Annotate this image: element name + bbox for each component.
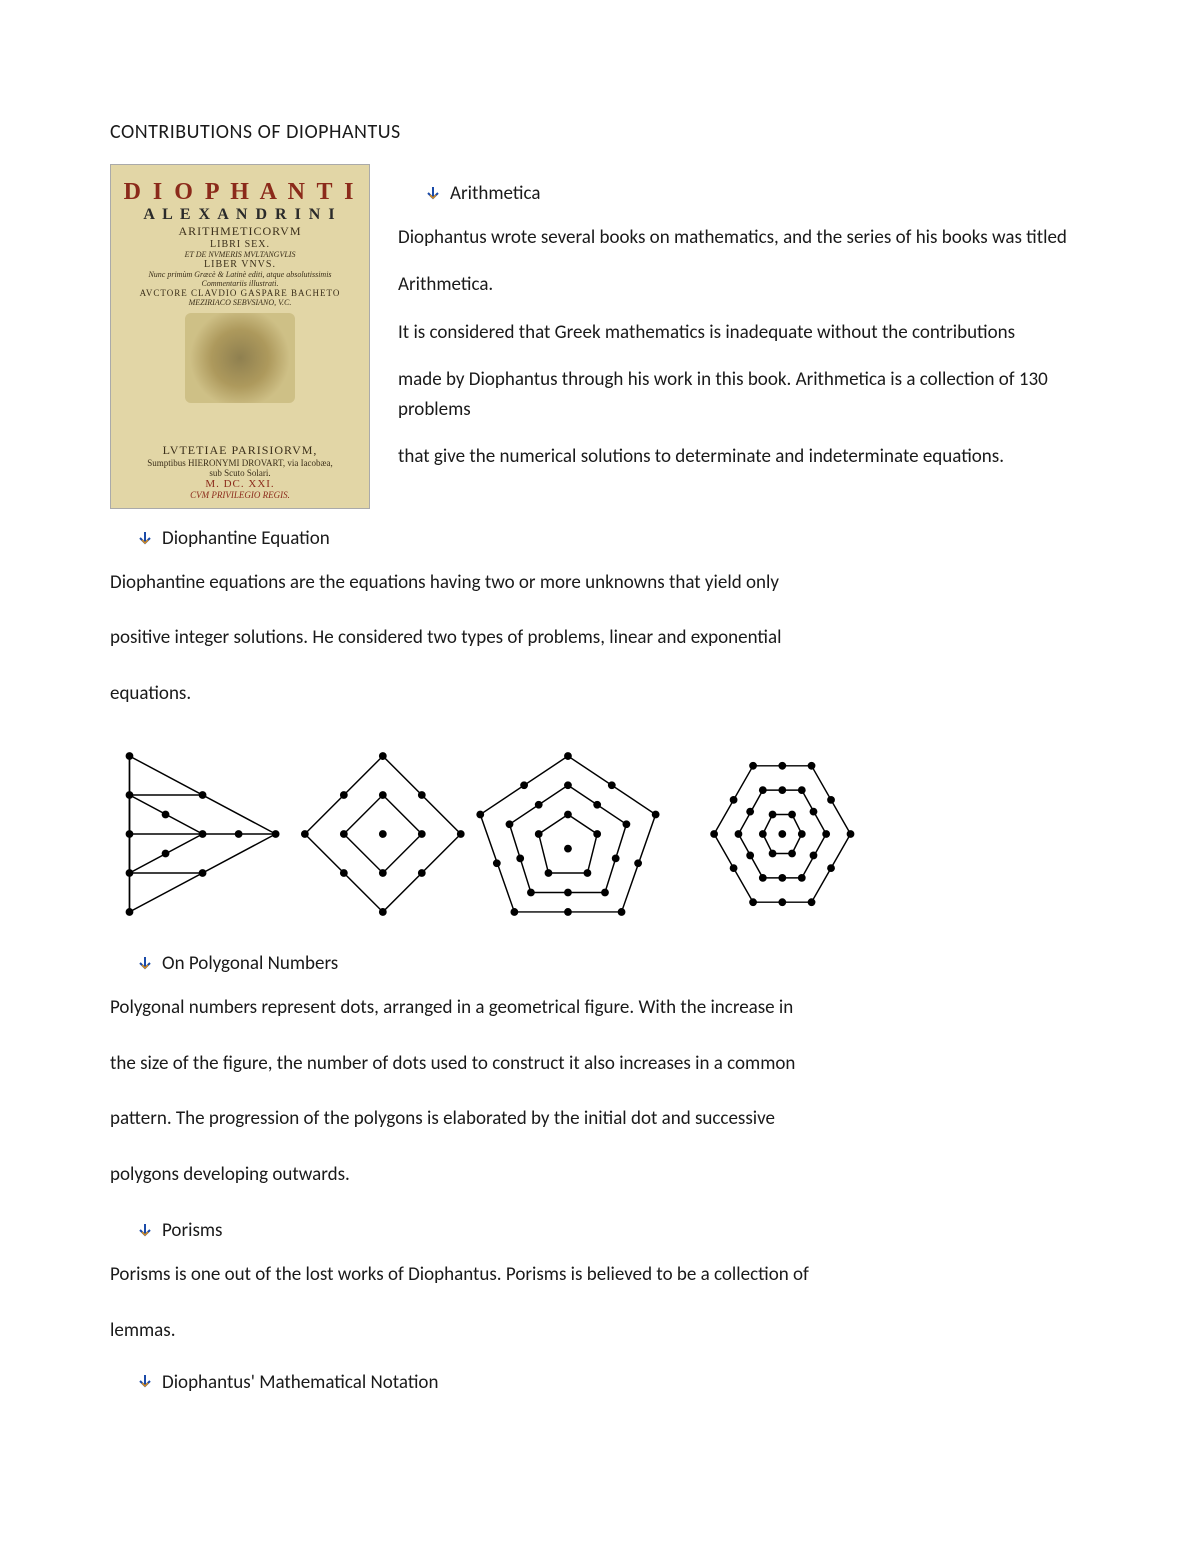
- paragraph: pattern. The progression of the polygons…: [110, 1104, 1090, 1133]
- paragraph: the size of the figure, the number of do…: [110, 1049, 1090, 1078]
- heading-text: Porisms: [162, 1219, 222, 1242]
- heading-text: Diophantine Equation: [162, 527, 330, 550]
- arithmetica-book-cover: D I O P H A N T I A L E X A N D R I N I …: [110, 164, 370, 509]
- down-arrow-icon: [138, 532, 152, 546]
- cover-line: ARITHMETICORVM: [121, 224, 359, 239]
- paragraph: Diophantus wrote several books on mathem…: [398, 223, 1090, 252]
- paragraph: lemmas.: [110, 1316, 1090, 1345]
- cover-line: Nunc primùm Græcè & Latinè editi, atque …: [121, 270, 359, 279]
- cover-line: D I O P H A N T I: [121, 179, 359, 206]
- cover-line: sub Scuto Solari.: [111, 468, 369, 478]
- heading-text: On Polygonal Numbers: [162, 952, 338, 975]
- cover-line: LIBER VNVS.: [121, 259, 359, 270]
- cover-line: LIBRI SEX.: [121, 239, 359, 250]
- page-title: CONTRIBUTIONS OF DIOPHANTUS: [110, 120, 1090, 144]
- section-heading: Diophantus' Mathematical Notation: [138, 1371, 1090, 1394]
- paragraph: that give the numerical solutions to det…: [398, 442, 1090, 471]
- paragraph: positive integer solutions. He considere…: [110, 623, 1090, 652]
- document-page: CONTRIBUTIONS OF DIOPHANTUS D I O P H A …: [0, 0, 1200, 1553]
- section-heading: Diophantine Equation: [138, 527, 1090, 550]
- section-heading: Porisms: [138, 1219, 1090, 1242]
- cover-line: Commentariis illustrati.: [121, 279, 359, 288]
- heading-text: Arithmetica: [450, 182, 540, 205]
- cover-line: A L E X A N D R I N I: [121, 206, 359, 224]
- diophantine-section: Diophantine equations are the equations …: [110, 568, 1090, 708]
- cover-line: Sumptibus HIERONYMI DROVART, via Iacobæa…: [111, 458, 369, 468]
- paragraph: Porisms is one out of the lost works of …: [110, 1260, 1090, 1289]
- heading-text: Diophantus' Mathematical Notation: [162, 1371, 438, 1394]
- arithmetica-section: Arithmetica Diophantus wrote several boo…: [398, 164, 1090, 509]
- cover-line: LVTETIAE PARISIORVM,: [111, 443, 369, 458]
- paragraph: It is considered that Greek mathematics …: [398, 318, 1090, 347]
- section-heading: Arithmetica: [426, 182, 1090, 205]
- paragraph: Arithmetica.: [398, 270, 1090, 299]
- cover-line: ET DE NVMERIS MVLTANGVLIS: [121, 250, 359, 259]
- cover-emblem: [185, 313, 295, 403]
- paragraph: made by Diophantus through his work in t…: [398, 365, 1090, 424]
- paragraph: equations.: [110, 679, 1090, 708]
- intro-row: D I O P H A N T I A L E X A N D R I N I …: [110, 164, 1090, 509]
- down-arrow-icon: [138, 1375, 152, 1389]
- cover-bottom: LVTETIAE PARISIORVM, Sumptibus HIERONYMI…: [111, 443, 369, 500]
- cover-line: CVM PRIVILEGIO REGIS.: [111, 490, 369, 500]
- down-arrow-icon: [138, 957, 152, 971]
- cover-line: MEZIRIACO SEBVSIANO, V.C.: [121, 298, 359, 307]
- cover-line: M. DC. XXI.: [111, 478, 369, 490]
- down-arrow-icon: [138, 1224, 152, 1238]
- polygonal-numbers-diagram: [110, 734, 1090, 934]
- paragraph: Diophantine equations are the equations …: [110, 568, 1090, 597]
- section-heading: On Polygonal Numbers: [138, 952, 1090, 975]
- paragraph: polygons developing outwards.: [110, 1160, 1090, 1189]
- paragraph: Polygonal numbers represent dots, arrang…: [110, 993, 1090, 1022]
- polygonal-section: Polygonal numbers represent dots, arrang…: [110, 993, 1090, 1189]
- cover-line: AVCTORE CLAVDIO GASPARE BACHETO: [121, 288, 359, 298]
- down-arrow-icon: [426, 187, 440, 201]
- porisms-section: Porisms is one out of the lost works of …: [110, 1260, 1090, 1345]
